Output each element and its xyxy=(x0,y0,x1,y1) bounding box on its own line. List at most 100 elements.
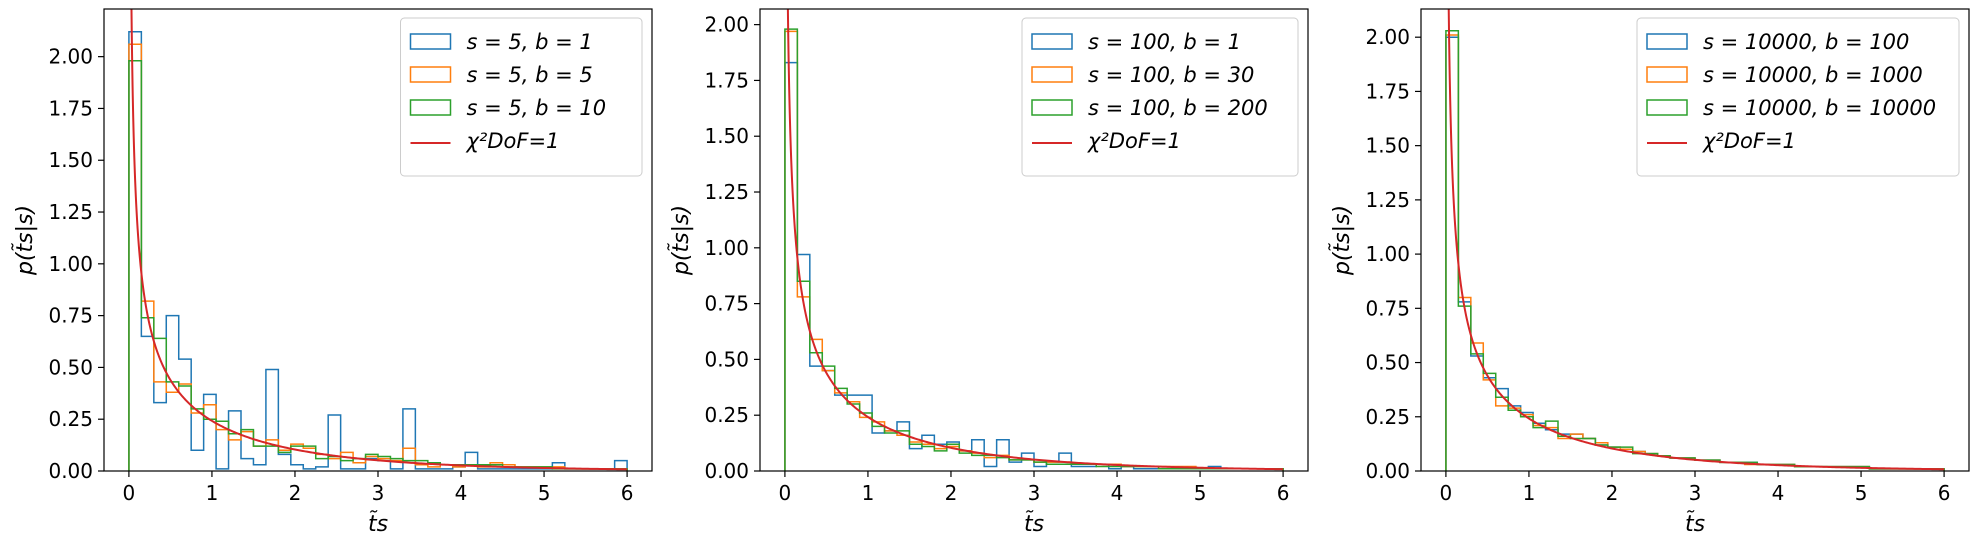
x-tick-label: 0 xyxy=(1440,481,1453,505)
plot-area xyxy=(784,9,1284,471)
legend-label: s = 5, b = 10 xyxy=(467,96,607,120)
y-tick-label: 1.00 xyxy=(1365,242,1410,266)
y-tick-label: 1.50 xyxy=(48,148,93,172)
legend-item-4: χ²DoF=1 xyxy=(1032,129,1181,153)
chi2-curve xyxy=(1447,9,1945,471)
legend-box xyxy=(400,17,643,177)
legend-item-2: s = 100, b = 30 xyxy=(1031,63,1254,87)
y-tick-label: 1.25 xyxy=(1365,188,1410,212)
y-tick-label: 0.25 xyxy=(704,403,749,427)
legend-item-4: χ²DoF=1 xyxy=(1647,129,1796,153)
legend-item-2: s = 5, b = 5 xyxy=(409,63,593,87)
legend-box xyxy=(1021,17,1299,177)
x-axis-label: t̃s xyxy=(1024,511,1044,537)
y-tick-label: 1.75 xyxy=(1365,79,1410,103)
legend-swatch xyxy=(1031,99,1073,116)
x-tick-label: 4 xyxy=(455,481,468,505)
y-tick-label: 0.00 xyxy=(704,459,749,483)
legend-swatch xyxy=(1646,33,1688,50)
legend: s = 10000, b = 100 s = 10000, b = 1000 s =… xyxy=(1636,17,1960,177)
y-tick-label: 1.00 xyxy=(704,236,749,260)
legend-swatch xyxy=(409,99,452,116)
y-axis-label: p(t̃s|s) xyxy=(1329,205,1355,276)
y-tick-label: 0.00 xyxy=(48,459,93,483)
legend-label: s = 10000, b = 100 xyxy=(1703,30,1909,54)
legend-label: s = 5, b = 1 xyxy=(467,30,593,54)
x-tick-label: 3 xyxy=(1028,481,1041,505)
y-tick-label: 1.00 xyxy=(48,252,93,276)
legend-item-4: χ²DoF=1 xyxy=(410,129,560,153)
legend-item-2: s = 10000, b = 1000 xyxy=(1646,63,1923,87)
y-tick-label: 0.50 xyxy=(1365,351,1410,375)
x-tick-label: 1 xyxy=(862,481,875,505)
chart-panel-3: 0 1 2 3 4 5 6 0.00 0.25 0.50 0.75 1.00 1.25 1.50 1.75 2… xyxy=(1329,8,1970,537)
y-tick-label: 0.75 xyxy=(1365,296,1410,320)
x-axis-label: t̃s xyxy=(368,511,388,537)
x-tick-label: 4 xyxy=(1111,481,1124,505)
y-tick-label: 0.75 xyxy=(704,292,749,316)
legend-label: s = 100, b = 30 xyxy=(1088,63,1254,87)
y-tick-label: 0.25 xyxy=(1365,405,1410,429)
legend-label: χ²DoF=1 xyxy=(1702,129,1796,153)
y-tick-label: 1.50 xyxy=(704,124,749,148)
histogram-series-3 xyxy=(784,28,1284,471)
x-tick-label: 1 xyxy=(206,481,219,505)
chi2-curve xyxy=(786,9,1284,471)
y-tick-label: 1.75 xyxy=(704,68,749,92)
legend-swatch xyxy=(409,66,452,83)
legend-item-1: s = 100, b = 1 xyxy=(1031,30,1241,54)
x-tick-label: 2 xyxy=(945,481,958,505)
legend-item-3: s = 100, b = 200 xyxy=(1031,96,1268,120)
y-tick-label: 0.50 xyxy=(704,347,749,371)
x-tick-label: 2 xyxy=(289,481,302,505)
y-tick-label: 0.50 xyxy=(48,355,93,379)
legend-label: s = 5, b = 5 xyxy=(467,63,593,87)
y-tick-label: 0.00 xyxy=(1365,459,1410,483)
x-tick-label: 6 xyxy=(621,481,634,505)
y-tick-label: 1.25 xyxy=(704,180,749,204)
legend-item-1: s = 5, b = 1 xyxy=(409,30,593,54)
y-tick-label: 1.25 xyxy=(48,200,93,224)
legend-label: s = 100, b = 200 xyxy=(1088,96,1268,120)
histogram-series-1 xyxy=(128,31,628,471)
legend-item-3: s = 5, b = 10 xyxy=(409,96,607,120)
legend-label: s = 10000, b = 10000 xyxy=(1703,96,1936,120)
y-axis-label: p(t̃s|s) xyxy=(668,205,694,276)
chart-panel-2: 0 1 2 3 4 5 6 0.00 0.25 0.50 0.75 1.00 1.25 1.50 1.75 2… xyxy=(668,8,1309,537)
y-tick-label: 0.25 xyxy=(48,407,93,431)
y-tick-label: 0.75 xyxy=(48,304,93,328)
x-tick-label: 6 xyxy=(1938,481,1951,505)
legend-label: χ²DoF=1 xyxy=(1087,129,1181,153)
legend-item-1: s = 10000, b = 100 xyxy=(1646,30,1909,54)
legend: s = 100, b = 1 s = 100, b = 30 s = 100, b … xyxy=(1021,17,1299,177)
y-tick-label: 2.00 xyxy=(48,45,93,69)
x-tick-label: 0 xyxy=(779,481,792,505)
legend-box xyxy=(1636,17,1960,177)
x-tick-label: 3 xyxy=(1689,481,1702,505)
legend-label: s = 100, b = 1 xyxy=(1088,30,1241,54)
x-axis-label: t̃s xyxy=(1685,511,1705,537)
x-tick-label: 2 xyxy=(1606,481,1619,505)
x-tick-label: 6 xyxy=(1277,481,1290,505)
x-tick-label: 5 xyxy=(1855,481,1868,505)
legend-label: s = 10000, b = 1000 xyxy=(1703,63,1923,87)
x-tick-label: 1 xyxy=(1523,481,1536,505)
legend-swatch xyxy=(1646,99,1688,116)
y-tick-label: 1.50 xyxy=(1365,134,1410,158)
legend: s = 5, b = 1 s = 5, b = 5 s = 5, b = 10 χ²D… xyxy=(400,17,643,177)
x-tick-label: 0 xyxy=(123,481,136,505)
plot-area xyxy=(128,9,628,471)
x-tick-label: 5 xyxy=(538,481,551,505)
y-tick-label: 2.00 xyxy=(704,13,749,37)
chart-panel-1: 0 1 2 3 4 5 6 0.00 0.25 0.50 0.75 1.00 1.25 1.50 1.75 2… xyxy=(12,8,653,537)
x-tick-label: 4 xyxy=(1772,481,1785,505)
legend-swatch xyxy=(1646,66,1688,83)
legend-swatch xyxy=(1031,66,1073,83)
legend-swatch xyxy=(1031,33,1073,50)
legend-label: χ²DoF=1 xyxy=(466,129,560,153)
legend-item-3: s = 10000, b = 10000 xyxy=(1646,96,1936,120)
y-axis-label: p(t̃s|s) xyxy=(12,205,38,276)
x-tick-label: 5 xyxy=(1194,481,1207,505)
y-tick-label: 2.00 xyxy=(1365,25,1410,49)
